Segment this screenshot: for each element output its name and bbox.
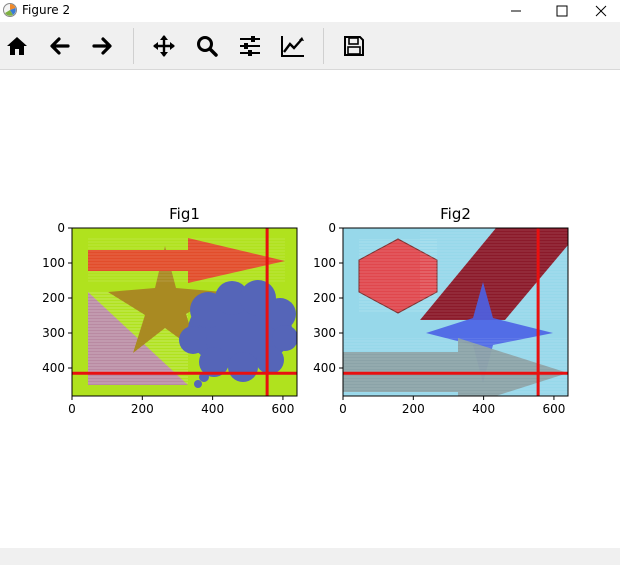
x-tick-label: 200 bbox=[131, 402, 154, 416]
save-button[interactable] bbox=[338, 30, 370, 62]
toolbar-separator bbox=[133, 28, 134, 64]
y-tick-label: 200 bbox=[313, 291, 336, 305]
y-tick-label: 400 bbox=[313, 361, 336, 375]
navigation-toolbar bbox=[0, 22, 620, 70]
configure-subplots-icon bbox=[240, 36, 260, 56]
star-shape bbox=[108, 246, 223, 353]
y-tick-label: 100 bbox=[313, 256, 336, 270]
close-icon bbox=[595, 5, 607, 17]
window-title: Figure 2 bbox=[22, 3, 71, 17]
y-tick-label: 400 bbox=[42, 361, 65, 375]
home-icon bbox=[7, 37, 27, 55]
save-floppy-icon bbox=[344, 36, 364, 56]
pan-button[interactable] bbox=[148, 30, 180, 62]
edit-axis-button[interactable] bbox=[277, 30, 309, 62]
subplot-fig1: Fig1 bbox=[42, 205, 298, 416]
figure-svg: Fig1 bbox=[42, 205, 569, 416]
x-tick-label: 0 bbox=[339, 402, 347, 416]
x-tick-label: 400 bbox=[201, 402, 224, 416]
minimize-button[interactable] bbox=[493, 0, 539, 22]
arrow-texture bbox=[343, 338, 568, 396]
maximize-icon bbox=[556, 5, 568, 17]
x-tick-label: 400 bbox=[472, 402, 495, 416]
figure-canvas[interactable]: Fig1 bbox=[0, 70, 620, 548]
axes-frame bbox=[342, 227, 569, 397]
configure-subplots-button[interactable] bbox=[234, 30, 266, 62]
subplot-fig2: Fig2 0 200 400 600 0 100 200 300 400 bbox=[313, 205, 569, 416]
back-arrow-icon bbox=[50, 37, 70, 55]
forward-button[interactable] bbox=[86, 30, 118, 62]
subplot-title: Fig1 bbox=[169, 205, 200, 223]
x-tick-label: 0 bbox=[68, 402, 76, 416]
minimize-icon bbox=[511, 10, 521, 12]
y-tick-label: 0 bbox=[328, 221, 336, 235]
axes-ticks-fig1: 0 200 400 600 0 100 200 300 400 bbox=[42, 221, 294, 416]
axes-frame bbox=[71, 227, 298, 397]
image-fig2 bbox=[343, 228, 568, 396]
back-button[interactable] bbox=[44, 30, 76, 62]
zoom-magnifier-icon bbox=[197, 36, 218, 57]
status-bar bbox=[0, 548, 620, 565]
toolbar-separator bbox=[323, 28, 324, 64]
axes-ticks-fig2: 0 200 400 600 0 100 200 300 400 bbox=[313, 221, 565, 416]
y-tick-label: 300 bbox=[313, 326, 336, 340]
y-tick-label: 0 bbox=[57, 221, 65, 235]
forward-arrow-icon bbox=[92, 37, 112, 55]
edit-axis-curve-icon bbox=[281, 36, 304, 57]
image-fig1 bbox=[72, 228, 297, 396]
y-tick-label: 300 bbox=[42, 326, 65, 340]
x-tick-label: 200 bbox=[402, 402, 425, 416]
matplotlib-app-icon bbox=[3, 3, 17, 17]
subplot-title: Fig2 bbox=[440, 205, 471, 223]
star-shape bbox=[426, 282, 553, 383]
x-tick-label: 600 bbox=[271, 402, 294, 416]
arrow-texture bbox=[88, 238, 285, 283]
maximize-button[interactable] bbox=[539, 0, 585, 22]
zoom-button[interactable] bbox=[191, 30, 223, 62]
close-button[interactable] bbox=[585, 0, 620, 22]
window-titlebar: Figure 2 bbox=[0, 0, 620, 22]
x-tick-label: 600 bbox=[542, 402, 565, 416]
pan-move-icon bbox=[153, 35, 175, 57]
home-button[interactable] bbox=[1, 30, 33, 62]
y-tick-label: 200 bbox=[42, 291, 65, 305]
parallelogram-texture bbox=[420, 228, 568, 320]
y-tick-label: 100 bbox=[42, 256, 65, 270]
